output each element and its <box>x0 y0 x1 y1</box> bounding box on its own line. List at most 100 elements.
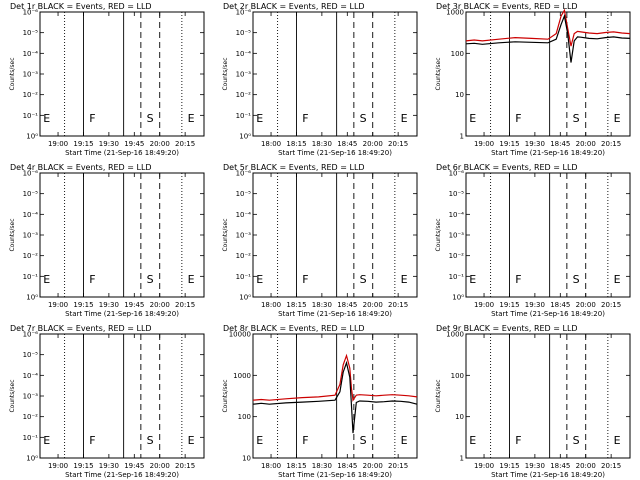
y-tick-label: 10⁻¹ <box>449 273 465 281</box>
region-label: F <box>89 112 95 125</box>
plot-frame <box>465 333 631 459</box>
y-tick-label: 10⁻¹ <box>236 112 252 120</box>
region-label: S <box>360 273 367 286</box>
y-tick-label: 10⁰ <box>239 133 251 141</box>
rate-series-line <box>465 8 631 47</box>
x-tick-label: 18:45 <box>337 140 357 148</box>
x-tick-label: 19:30 <box>525 140 545 148</box>
panel-title: Det 1r BLACK = Events, RED = LLD <box>10 2 152 11</box>
x-tick-label: 20:00 <box>576 301 596 309</box>
x-tick-label: 19:00 <box>48 140 68 148</box>
x-tick-label: 20:00 <box>363 140 383 148</box>
region-label: S <box>147 434 154 447</box>
region-label: S <box>573 434 580 447</box>
y-tick-label: 1000 <box>233 372 251 380</box>
y-axis-label: Counts/sec <box>9 57 16 90</box>
region-label: E <box>256 434 263 447</box>
x-tick-label: 20:00 <box>150 301 170 309</box>
region-label: E <box>614 112 621 125</box>
y-tick-label: 10⁻³ <box>23 393 39 401</box>
y-tick-label: 100 <box>238 413 251 421</box>
region-label: S <box>573 112 580 125</box>
region-label: F <box>515 273 521 286</box>
x-tick-label: 20:00 <box>363 301 383 309</box>
x-axis-label: Start Time (21-Sep-16 18:49:20) <box>65 471 179 479</box>
x-tick-label: 20:15 <box>601 301 621 309</box>
y-tick-label: 10⁻⁴ <box>23 211 39 219</box>
x-tick-label: 20:15 <box>601 140 621 148</box>
x-tick-label: 19:30 <box>525 301 545 309</box>
x-tick-label: 19:00 <box>48 301 68 309</box>
y-tick-label: 10⁻³ <box>236 71 252 79</box>
x-tick-label: 20:15 <box>175 462 195 470</box>
y-tick-label: 10⁻² <box>236 252 252 260</box>
y-tick-label: 10⁻⁵ <box>449 190 465 198</box>
y-tick-label: 10⁻⁶ <box>236 9 252 17</box>
x-tick-label: 19:30 <box>525 462 545 470</box>
x-tick-label: 20:15 <box>175 140 195 148</box>
y-tick-label: 10⁻³ <box>236 232 252 240</box>
x-tick-label: 18:45 <box>337 462 357 470</box>
y-tick-label: 10⁰ <box>239 294 251 302</box>
y-tick-label: 10⁻¹ <box>236 273 252 281</box>
x-tick-label: 18:15 <box>286 140 306 148</box>
region-label: E <box>43 112 50 125</box>
y-tick-label: 10 <box>242 455 251 463</box>
region-label: E <box>256 112 263 125</box>
region-label: E <box>256 273 263 286</box>
y-tick-label: 10⁻⁶ <box>449 170 465 178</box>
x-tick-label: 18:30 <box>312 301 332 309</box>
y-tick-label: 10⁻⁵ <box>236 29 252 37</box>
x-tick-label: 20:15 <box>601 462 621 470</box>
x-tick-label: 20:00 <box>150 462 170 470</box>
x-axis-label: Start Time (21-Sep-16 18:49:20) <box>278 471 392 479</box>
x-tick-label: 18:45 <box>550 462 570 470</box>
y-tick-label: 10⁰ <box>26 294 38 302</box>
y-tick-label: 10⁻⁶ <box>23 170 39 178</box>
region-label: F <box>515 434 521 447</box>
region-label: E <box>188 273 195 286</box>
y-tick-label: 10⁻³ <box>449 232 465 240</box>
region-label: S <box>360 434 367 447</box>
rate-series-line <box>465 13 631 63</box>
x-tick-label: 18:30 <box>312 462 332 470</box>
y-tick-label: 10⁰ <box>452 294 464 302</box>
x-tick-label: 18:00 <box>261 462 281 470</box>
y-tick-label: 10⁻⁵ <box>23 190 39 198</box>
x-tick-label: 18:30 <box>312 140 332 148</box>
y-tick-label: 10⁻⁴ <box>23 50 39 58</box>
x-tick-label: 19:30 <box>99 301 119 309</box>
x-tick-label: 19:00 <box>48 462 68 470</box>
x-axis-label: Start Time (21-Sep-16 18:49:20) <box>491 471 605 479</box>
x-tick-label: 19:30 <box>99 140 119 148</box>
y-tick-label: 10⁻⁶ <box>236 170 252 178</box>
y-tick-label: 10⁻² <box>449 252 465 260</box>
y-axis-label: Counts/sec <box>222 218 229 251</box>
y-tick-label: 10⁰ <box>26 133 38 141</box>
x-tick-label: 19:15 <box>499 301 519 309</box>
region-label: E <box>43 273 50 286</box>
y-tick-label: 1 <box>460 133 464 141</box>
region-label: E <box>469 112 476 125</box>
x-tick-label: 20:15 <box>388 462 408 470</box>
x-tick-label: 19:30 <box>99 462 119 470</box>
panel-title: Det 4r BLACK = Events, RED = LLD <box>10 163 152 172</box>
x-tick-label: 19:00 <box>474 301 494 309</box>
region-label: E <box>43 434 50 447</box>
x-axis-label: Start Time (21-Sep-16 18:49:20) <box>491 149 605 157</box>
panel-title: Det 9r BLACK = Events, RED = LLD <box>436 324 578 333</box>
y-tick-label: 10⁻¹ <box>23 434 39 442</box>
region-label: E <box>401 273 408 286</box>
panel-title: Det 8r BLACK = Events, RED = LLD <box>223 324 365 333</box>
y-tick-label: 10⁻⁶ <box>23 331 39 339</box>
x-tick-label: 20:00 <box>150 140 170 148</box>
y-tick-label: 10⁻³ <box>23 232 39 240</box>
y-tick-label: 1000 <box>446 331 464 339</box>
region-label: F <box>515 112 521 125</box>
x-axis-label: Start Time (21-Sep-16 18:49:20) <box>491 310 605 318</box>
x-axis-label: Start Time (21-Sep-16 18:49:20) <box>278 310 392 318</box>
panel-title: Det 3r BLACK = Events, RED = LLD <box>436 2 578 11</box>
x-tick-label: 18:00 <box>261 140 281 148</box>
y-tick-label: 100 <box>451 50 464 58</box>
